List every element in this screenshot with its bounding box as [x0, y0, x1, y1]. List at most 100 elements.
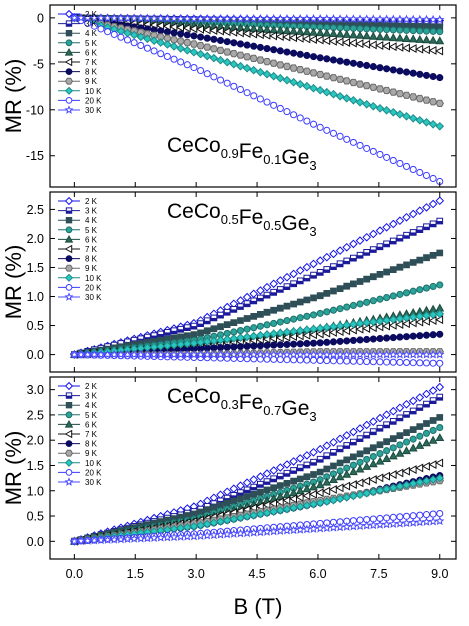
data-point — [223, 321, 231, 328]
data-point — [435, 516, 445, 526]
data-point — [102, 534, 113, 544]
data-point — [230, 319, 238, 326]
data-point — [235, 528, 246, 538]
data-point — [176, 23, 184, 32]
data-point — [363, 447, 371, 455]
data-point-fill — [430, 223, 436, 227]
data-point — [343, 58, 351, 66]
data-point — [256, 43, 264, 51]
data-point — [315, 480, 325, 489]
data-point — [282, 490, 292, 499]
x-tick-label: 3.0 — [187, 567, 204, 581]
legend-marker — [64, 47, 74, 56]
data-point — [409, 426, 417, 433]
data-point — [402, 333, 411, 341]
data-point — [383, 26, 391, 34]
data-point — [270, 319, 278, 327]
data-point — [362, 520, 372, 530]
data-point — [422, 203, 431, 212]
data-point — [342, 320, 352, 330]
data-point — [356, 336, 364, 344]
data-point — [262, 500, 271, 510]
data-point — [283, 480, 291, 487]
data-point — [236, 40, 245, 48]
data-point — [429, 72, 437, 81]
data-point — [368, 487, 378, 497]
data-point — [342, 469, 352, 478]
data-point — [322, 328, 331, 338]
data-point — [429, 252, 437, 259]
data-point — [350, 453, 357, 461]
data-point — [375, 85, 385, 93]
data-point — [282, 327, 292, 337]
legend-label: 9 K — [85, 449, 98, 458]
data-point — [388, 219, 398, 229]
data-point — [235, 13, 246, 23]
data-point — [269, 25, 279, 34]
data-point — [363, 335, 371, 344]
data-point — [295, 326, 305, 335]
data-point — [268, 526, 279, 536]
data-point — [356, 450, 364, 458]
data-point — [269, 466, 279, 475]
data-point — [256, 286, 265, 295]
data-point — [389, 26, 397, 34]
data-point — [289, 457, 298, 466]
data-point — [263, 341, 271, 349]
legend-label: 3 K — [85, 20, 98, 29]
data-point — [202, 519, 212, 529]
data-point — [402, 91, 411, 99]
data-point — [289, 26, 299, 35]
y-tick-label: 3.0 — [27, 383, 44, 397]
data-point-fill — [410, 232, 417, 236]
y-tick-label: 0.5 — [27, 319, 44, 333]
data-point — [290, 300, 297, 308]
data-point-fill — [390, 421, 397, 425]
formula-text: Ge — [281, 212, 309, 235]
data-point — [156, 532, 166, 542]
data-point — [197, 508, 204, 516]
data-point — [290, 49, 298, 57]
data-point — [302, 524, 312, 534]
x-tick-label: 1.5 — [127, 567, 144, 581]
data-point — [256, 56, 265, 64]
legend-label: 8 K — [85, 68, 98, 77]
data-point — [355, 319, 365, 328]
data-point — [422, 284, 431, 292]
formula-text: Ge — [281, 146, 309, 169]
data-point — [422, 71, 431, 79]
legend-label: 9 K — [85, 264, 98, 273]
data-point — [269, 498, 277, 508]
data-point — [242, 29, 251, 38]
data-point — [422, 511, 431, 519]
legend-label: 10 K — [85, 459, 102, 468]
data-point — [429, 417, 437, 424]
data-point — [249, 13, 259, 23]
legend-marker — [64, 419, 74, 428]
data-point — [335, 91, 345, 101]
data-point-fill — [357, 438, 363, 442]
data-point — [302, 34, 311, 44]
data-point — [362, 488, 372, 498]
data-point — [336, 459, 344, 467]
data-point — [163, 34, 172, 42]
data-point — [349, 357, 357, 365]
legend-marker — [65, 97, 73, 104]
data-point-fill — [264, 295, 270, 299]
data-point — [236, 343, 245, 351]
data-point — [369, 63, 377, 71]
data-point — [76, 536, 86, 545]
legend-marker — [64, 273, 74, 282]
data-point — [335, 321, 345, 331]
plot-frame — [49, 191, 457, 373]
data-point — [369, 335, 377, 343]
data-point — [376, 295, 384, 303]
y-tick-label: 0.0 — [27, 535, 44, 549]
y-tick-label: -10 — [26, 103, 44, 117]
legend-label: 8 K — [85, 255, 98, 264]
data-point — [343, 357, 351, 365]
data-point — [302, 67, 312, 75]
data-point — [276, 61, 285, 69]
data-point — [376, 64, 384, 72]
formula-text: Fe — [239, 206, 264, 229]
